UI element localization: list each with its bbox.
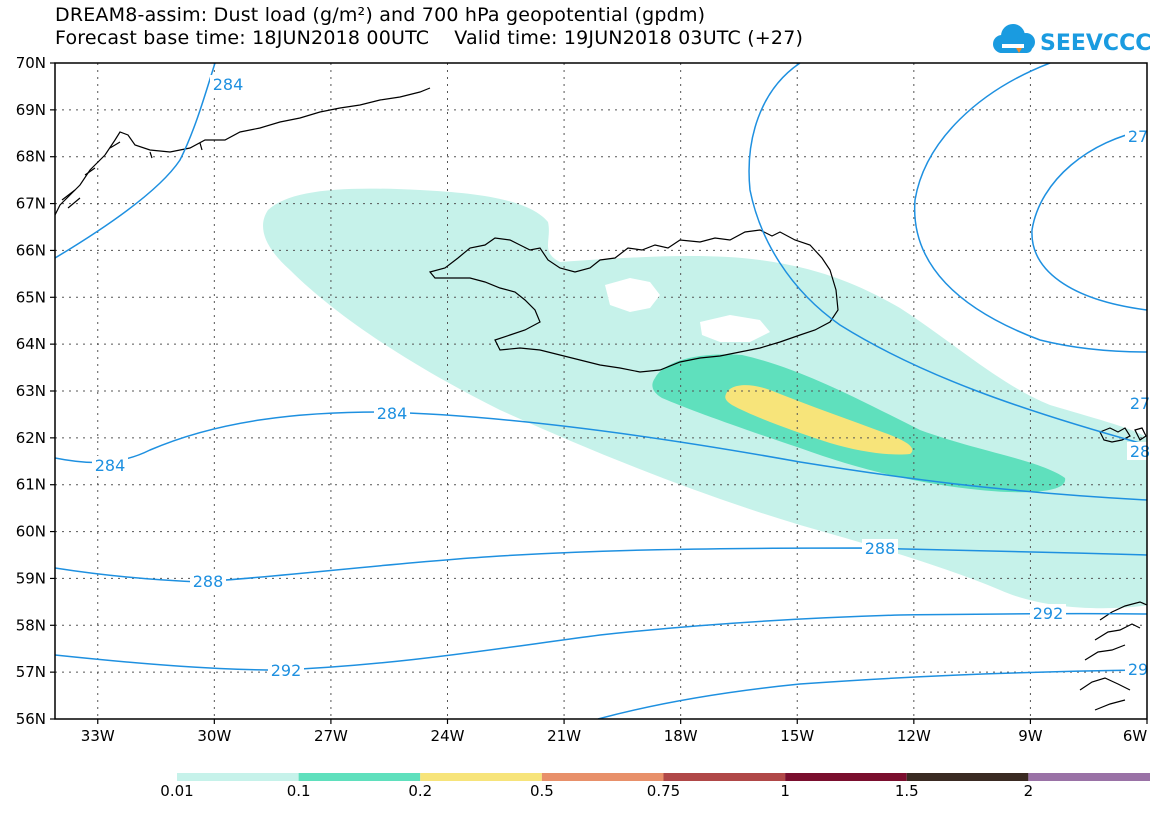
colorbar-segment xyxy=(663,773,786,781)
greenland-fjords xyxy=(61,141,203,209)
greenland-coast xyxy=(55,87,431,216)
colorbar-label: 0.75 xyxy=(646,782,681,800)
colorbar-segment xyxy=(420,773,542,781)
contour-labels: 284 284 284 288 288 292 292 27 27 28 29 xyxy=(92,75,1153,680)
colorbar-label: 1.5 xyxy=(894,782,919,800)
contour-284-south xyxy=(55,411,1147,501)
lat-tick-label: 60N xyxy=(16,523,46,541)
contour-label: 292 xyxy=(271,661,302,680)
lat-tick-label: 64N xyxy=(16,335,46,353)
contour-276-loop xyxy=(913,63,1147,353)
lat-tick-label: 61N xyxy=(16,476,46,494)
cloud-icon xyxy=(993,24,1035,53)
lat-tick-label: 57N xyxy=(16,663,46,681)
contour-label: 284 xyxy=(377,404,408,423)
contour-label: 292 xyxy=(1033,604,1064,623)
geopotential-contours xyxy=(55,63,1147,719)
contour-label: 27 xyxy=(1128,127,1148,146)
contour-280-loop xyxy=(748,63,1147,446)
colorbar-label: 0.01 xyxy=(160,782,194,800)
lat-tick-label: 67N xyxy=(16,195,46,213)
lon-tick-label: 12W xyxy=(897,727,931,745)
contour-284-greenland xyxy=(55,63,216,259)
lat-tick-label: 70N xyxy=(16,54,46,72)
lon-tick-label: 27W xyxy=(314,727,348,745)
colorbar-label: 0.1 xyxy=(286,782,311,800)
colorbar-segment xyxy=(298,773,421,781)
lon-tick-label: 15W xyxy=(780,727,814,745)
dust-area-0.2 xyxy=(725,385,913,455)
colorbar-segment xyxy=(1028,773,1150,781)
longitude-axis: 33W 30W 27W 24W 21W 18W 15W 12W 9W 6W xyxy=(81,719,1148,745)
map-subtitle: Forecast base time: 18JUN2018 00UTC Vali… xyxy=(55,27,804,49)
colorbar-label: 0.5 xyxy=(529,782,554,800)
colorbar xyxy=(177,773,1150,781)
contour-label: 284 xyxy=(213,75,244,94)
contour-292 xyxy=(55,612,1147,671)
lon-tick-label: 33W xyxy=(81,727,115,745)
scotland-coast xyxy=(1079,601,1147,711)
lat-tick-label: 68N xyxy=(16,148,46,166)
contour-label: 288 xyxy=(865,539,896,558)
lat-tick-label: 59N xyxy=(16,569,46,587)
map-title: DREAM8-assim: Dust load (g/m²) and 700 h… xyxy=(55,4,706,26)
lon-tick-label: 18W xyxy=(664,727,698,745)
lon-tick-label: 21W xyxy=(547,727,581,745)
lon-tick-label: 30W xyxy=(197,727,231,745)
lat-tick-label: 63N xyxy=(16,382,46,400)
colorbar-label: 0.2 xyxy=(408,782,433,800)
contour-label: 288 xyxy=(193,572,224,591)
logo-text: SEEVCCC xyxy=(1040,31,1151,56)
contour-label: 284 xyxy=(95,456,126,475)
colorbar-segment xyxy=(177,773,299,781)
ice-caps xyxy=(605,278,770,342)
lat-tick-label: 65N xyxy=(16,288,46,306)
lat-tick-label: 58N xyxy=(16,616,46,634)
lat-tick-label: 66N xyxy=(16,241,46,259)
colorbar-segment xyxy=(785,773,907,781)
iceland-coast xyxy=(428,229,839,373)
graticule xyxy=(55,63,1147,719)
contour-272-loop xyxy=(1031,129,1147,311)
colorbar-label: 1 xyxy=(780,782,790,800)
faroe-islands xyxy=(1099,427,1147,443)
lat-tick-label: 62N xyxy=(16,429,46,447)
lon-tick-label: 24W xyxy=(431,727,465,745)
lon-tick-label: 9W xyxy=(1018,727,1043,745)
colorbar-segment xyxy=(906,773,1029,781)
contour-label: 27 xyxy=(1130,394,1150,413)
colorbar-segment xyxy=(541,773,664,781)
dust-load-fields xyxy=(263,188,1147,609)
contour-296 xyxy=(597,669,1147,719)
contour-label: 28 xyxy=(1130,442,1150,461)
seevccc-logo: SEEVCCC xyxy=(993,24,1151,56)
lon-tick-label: 6W xyxy=(1123,727,1148,745)
lat-tick-label: 69N xyxy=(16,101,46,119)
contour-288 xyxy=(55,547,1147,583)
coastlines xyxy=(55,87,1147,711)
colorbar-label: 2 xyxy=(1023,782,1034,800)
contour-label: 29 xyxy=(1128,660,1148,679)
latitude-axis: 70N 69N 68N 67N 66N 65N 64N 63N 62N 61N 60N 59N 58N 5… xyxy=(16,54,55,728)
lat-tick-label: 56N xyxy=(16,710,46,728)
